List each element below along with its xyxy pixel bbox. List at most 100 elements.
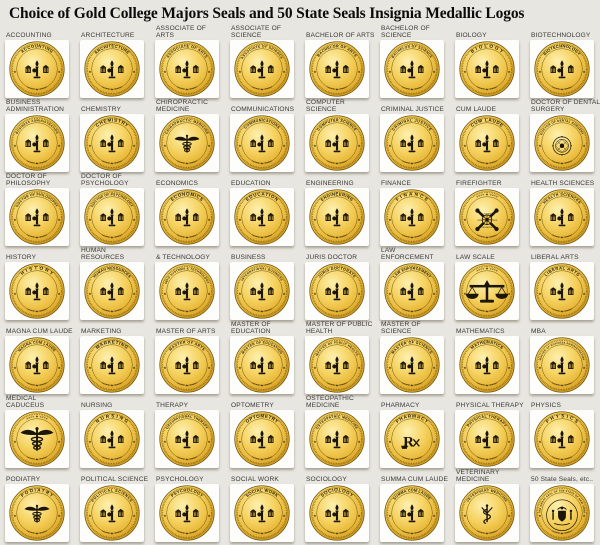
seal-card[interactable]: HISTORY ★ ★ «««« ★ »»»» (5, 262, 69, 320)
svg-text:★: ★ (313, 70, 316, 74)
seal-label: ECONOMICS (156, 179, 199, 187)
seal-label: CHEMISTRY (81, 105, 122, 113)
seal-card[interactable]: MASTER OF PUBLIC HEALTH ★ ★ «««« ★ »»»» (305, 336, 369, 394)
gold-seal: CRIMINAL JUSTICE ★ ★ «««« ★ »»»» (384, 115, 440, 171)
svg-text:«««« ★ »»»»: «««« ★ »»»» (326, 455, 347, 461)
svg-text:★: ★ (583, 366, 586, 370)
svg-text:★: ★ (388, 292, 391, 296)
seal-card[interactable]: DOCTOR OF PHILOSOPHY ★ ★ «««« ★ »»»» (5, 188, 69, 246)
seal-card[interactable]: PODIATRY ★ ★ «««« ★ »»»» (5, 484, 69, 542)
gold-seal: BIOLOGY ★ ★ «««« ★ »»»» (459, 41, 515, 97)
seal-card[interactable]: POLITICAL SCIENCE ★ ★ «««« ★ »»»» (80, 484, 144, 542)
svg-text:★: ★ (238, 292, 241, 296)
seal-label: LAW ENFORCEMENT (381, 246, 434, 261)
seal-label: OSTEOPATHIC MEDICINE (306, 394, 354, 409)
seal-card[interactable]: ECONOMICS ★ ★ «««« ★ »»»» (155, 188, 219, 246)
seal-card[interactable]: OPTOMETRY ★ ★ «««« ★ »»»» (230, 410, 294, 468)
seal-label: SOCIOLOGY (306, 475, 347, 483)
seal-card[interactable]: PSYCHOLOGY ★ ★ «««« ★ »»»» (155, 484, 219, 542)
svg-text:«««« ★ »»»»: «««« ★ »»»» (251, 455, 272, 461)
seal-card[interactable]: EDUCATION ★ ★ «««« ★ »»»» (230, 188, 294, 246)
seal-card[interactable]: BUSINESS ADMINISTRATION ★ ★ «««« ★ »»»» (5, 114, 69, 172)
seal-card[interactable]: DOCTOR OF DENTAL SURGERY ★ ★ «««« ★ »»»» (530, 114, 594, 172)
seal-card[interactable]: CRIMINAL JUSTICE ★ ★ «««« ★ »»»» (380, 114, 444, 172)
seal-card[interactable]: »»»» ★ «««« ★ ★ «««« ★ »»»» (5, 410, 69, 468)
svg-text:★: ★ (463, 514, 466, 518)
seal-card[interactable]: CHEMISTRY ★ ★ «««« ★ »»»» (80, 114, 144, 172)
svg-text:★: ★ (583, 514, 586, 518)
seal-cell: HISTORY HISTORY ★ ★ «««« ★ »»»» (0, 248, 75, 322)
svg-text:«««« ★ »»»»: «««« ★ »»»» (26, 307, 47, 313)
gold-seal: COMMUNICATIONS ★ ★ «««« ★ »»»» (234, 115, 290, 171)
seal-card[interactable]: MATHEMATICS ★ ★ «««« ★ »»»» (455, 336, 519, 394)
seal-card[interactable]: ENGINEERING ★ ★ «««« ★ »»»» (305, 188, 369, 246)
seal-cell: MASTER OF EDUCATION MASTER OF EDUCATION … (225, 321, 300, 396)
seal-card[interactable]: JURIS DOCTORATE ★ ★ «««« ★ »»»» (305, 262, 369, 320)
seal-card[interactable]: INTERNATIONAL BUSINESS ★ ★ «««« ★ »»»» (230, 262, 294, 320)
seal-card[interactable]: PHYSICS ★ ★ «««« ★ »»»» (530, 410, 594, 468)
seal-card[interactable]: MASTER OF ARTS ★ ★ «««« ★ »»»» (155, 336, 219, 394)
seal-label: PODIATRY (6, 475, 41, 483)
seal-card[interactable]: LIBERAL ARTS ★ ★ «««« ★ »»»» (530, 262, 594, 320)
seal-cell: & TECHNOLOGY INFO SYSTEMS & TECHNOLOGY ★… (150, 248, 225, 322)
seal-label: BUSINESS (231, 253, 266, 261)
seal-card[interactable]: SUMMA CUM LAUDE ★ ★ «««« ★ »»»» (380, 484, 444, 542)
seal-label: 50 State Seals, etc.. (531, 475, 594, 483)
gold-seal: EDUCATION ★ ★ «««« ★ »»»» (234, 189, 290, 245)
seal-card[interactable]: BIOLOGY ★ ★ «««« ★ »»»» (455, 40, 519, 98)
seal-card[interactable]: MARKETING ★ ★ «««« ★ »»»» (80, 336, 144, 394)
svg-text:★: ★ (88, 440, 91, 444)
svg-text:★: ★ (358, 514, 361, 518)
seal-label: FINANCE (381, 179, 411, 187)
gold-seal: FINANCE ★ ★ «««« ★ »»»» (384, 189, 440, 245)
seal-card[interactable]: CHIROPRACTIC MEDICINE ★ ★ «««« ★ »»»» (155, 114, 219, 172)
seal-card[interactable]: CUM LAUDE ★ ★ «««« ★ »»»» (455, 114, 519, 172)
svg-text:»»»» ★ ««««: »»»» ★ «««« (26, 414, 49, 420)
seal-card[interactable]: LAW ENFORCEMENT ★ ★ «««« ★ »»»» (380, 262, 444, 320)
svg-text:★: ★ (88, 292, 91, 296)
seal-card[interactable]: MASTER OF EDUCATION ★ ★ «««« ★ »»»» (230, 336, 294, 394)
seal-card[interactable]: PHYSICAL THERAPY ★ ★ «««« ★ »»»» (455, 410, 519, 468)
seal-card[interactable]: COMMUNICATIONS ★ ★ «««« ★ »»»» (230, 114, 294, 172)
seal-label: MASTER OF ARTS (156, 327, 216, 335)
svg-text:★: ★ (508, 144, 511, 148)
seal-card[interactable]: MASTER OF BUSINESS ADMINISTRATION ★ ★ ««… (530, 336, 594, 394)
seal-card[interactable]: »»»» ★ «««« ★ ★ «««« ★ »»»» (455, 262, 519, 320)
seal-card[interactable]: ASSOCIATE OF ARTS ★ ★ «««« ★ »»»» (155, 40, 219, 98)
svg-text:★: ★ (283, 144, 286, 148)
seal-card[interactable]: SOCIAL WORK ★ ★ «««« ★ »»»» (230, 484, 294, 542)
svg-text:PRIDE: PRIDE (477, 220, 483, 222)
svg-text:«««« ★ »»»»: «««« ★ »»»» (326, 233, 347, 239)
seal-card[interactable]: VETERINARY MEDICINE ★ ★ «««« ★ »»»» (455, 484, 519, 542)
seal-card[interactable]: MAGNA CUM LAUDE ★ ★ «««« ★ »»»» (5, 336, 69, 394)
seal-card[interactable]: ARCHITECTURE ★ ★ «««« ★ »»»» (80, 40, 144, 98)
svg-text:★: ★ (133, 144, 136, 148)
seal-card[interactable]: »»»» ★ «««« ★ ★ «««« ★ »»»» COURAGE HONOR… (455, 188, 519, 246)
seal-card[interactable]: DOCTOR OF PSYCHOLOGY ★ ★ «««« ★ »»»» (80, 188, 144, 246)
seal-card[interactable]: PHARMACY ★ ★ «««« ★ »»»» (380, 410, 444, 468)
svg-text:«««« ★ »»»»: «««« ★ »»»» (251, 85, 272, 91)
seal-card[interactable]: BACHELOR OF SCIENCE ★ ★ «««« ★ »»»» (380, 40, 444, 98)
seal-card[interactable]: SOCIOLOGY ★ ★ «««« ★ »»»» (305, 484, 369, 542)
seal-card[interactable]: HEALTH SCIENCES ★ ★ «««« ★ »»»» (530, 188, 594, 246)
seal-card[interactable]: ACCOUNTING ★ ★ «««« ★ »»»» (5, 40, 69, 98)
seal-card[interactable]: OSTEOPATHIC MEDICINE ★ ★ «««« ★ »»»» (305, 410, 369, 468)
svg-text:★: ★ (433, 70, 436, 74)
seal-card[interactable]: COMPUTER SCIENCE ★ ★ «««« ★ »»»» (305, 114, 369, 172)
seal-card[interactable]: MASTER OF SCIENCE ★ ★ «««« ★ »»»» (380, 336, 444, 394)
seal-card[interactable]: BACHELOR OF ARTS ★ ★ «««« ★ »»»» (305, 40, 369, 98)
svg-text:★: ★ (583, 144, 586, 148)
seal-card[interactable]: NURSING ★ ★ «««« ★ »»»» (80, 410, 144, 468)
seal-card[interactable]: HUMAN RESOURCES ★ ★ «««« ★ »»»» (80, 262, 144, 320)
seal-card[interactable]: FINANCE ★ ★ «««« ★ »»»» (380, 188, 444, 246)
svg-text:★: ★ (463, 292, 466, 296)
seal-card[interactable]: BIOTECHNOLOGY ★ ★ «««« ★ »»»» (530, 40, 594, 98)
seal-card[interactable]: ASSOCIATE OF SCIENCE ★ ★ «««« ★ »»»» (230, 40, 294, 98)
seal-card[interactable]: INFO SYSTEMS & TECHNOLOGY ★ ★ «««« ★ »»»… (155, 262, 219, 320)
gold-seal: POLITICAL SCIENCE ★ ★ «««« ★ »»»» (84, 485, 140, 541)
gold-seal: MASTER OF EDUCATION ★ ★ «««« ★ »»»» (234, 337, 290, 393)
seal-card[interactable]: OCCUPATIONAL THERAPY ★ ★ «««« ★ »»»» (155, 410, 219, 468)
seal-card[interactable]: THE GREAT SEAL OF THE STATE OF NEW YORK … (530, 484, 594, 542)
svg-text:★: ★ (58, 514, 61, 518)
svg-text:★: ★ (583, 440, 586, 444)
